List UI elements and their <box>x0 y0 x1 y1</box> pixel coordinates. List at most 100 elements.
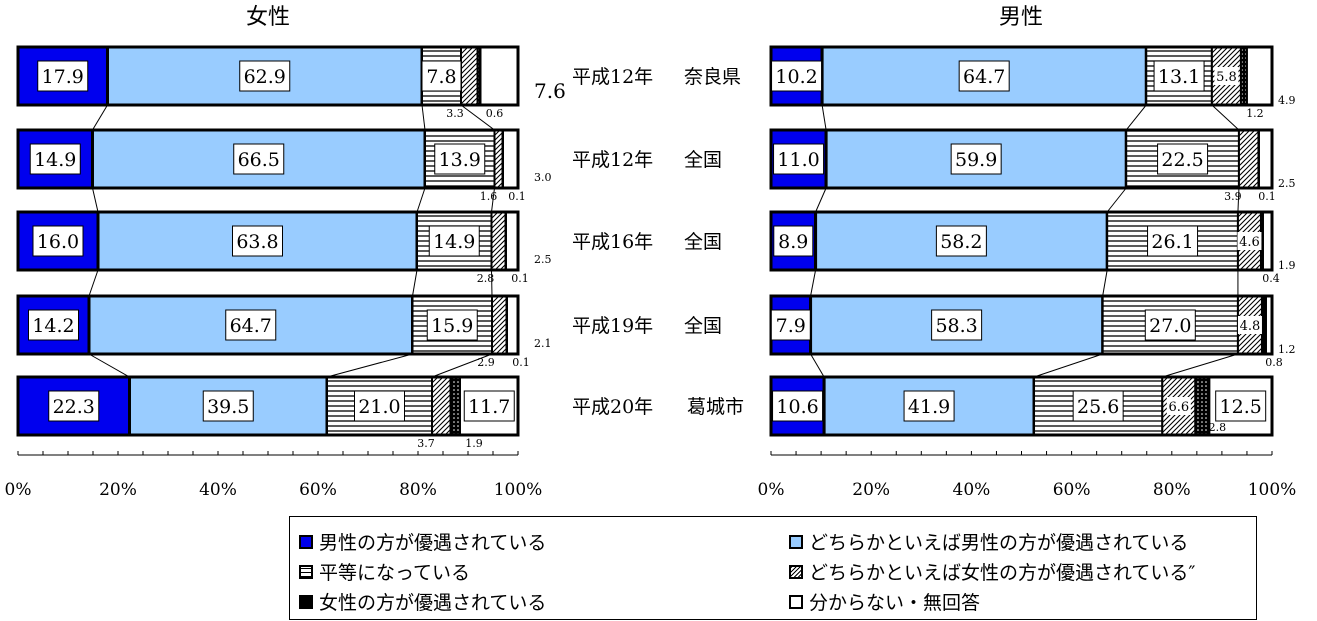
category-region-label: 全国 <box>684 315 722 337</box>
data-label: 6.6 <box>1168 400 1189 415</box>
bar-segment <box>490 211 507 271</box>
bar-frame <box>16 45 520 107</box>
connector-line <box>88 353 130 378</box>
bar-segment <box>479 46 520 106</box>
connector-line <box>412 269 418 297</box>
data-label-small: 4.9 <box>1278 94 1296 107</box>
connector-line <box>491 187 495 213</box>
data-label-box <box>28 309 79 341</box>
bar-segment <box>460 46 479 106</box>
legend: 男性の方が優遇されている どちらかといえば男性の方が優遇されている 平等になって… <box>289 516 1257 620</box>
bar-segment <box>491 295 508 355</box>
legend-label: 平等になっている <box>319 562 471 584</box>
data-label: 16.0 <box>37 231 79 253</box>
data-label: 62.9 <box>244 66 286 88</box>
data-label-box <box>32 225 84 257</box>
data-label: 25.6 <box>1077 396 1119 418</box>
data-label: 10.2 <box>775 66 817 88</box>
bar-segment <box>493 129 504 189</box>
chart-title: 女性 <box>246 5 290 30</box>
data-label-small: 0.8 <box>1265 356 1283 369</box>
data-label-small: 3.9 <box>1224 190 1242 203</box>
category-region-label: 全国 <box>684 149 722 171</box>
connector-line <box>821 104 827 131</box>
connector-line <box>1125 104 1147 131</box>
legend-item-female-rather: どちらかといえば女性の方が優遇されている″ <box>789 558 1196 585</box>
x-tick-label: 80% <box>1153 480 1191 500</box>
connector-line <box>431 353 493 378</box>
x-tick-label: 20% <box>99 480 137 500</box>
data-label-small: 3.0 <box>534 171 552 184</box>
data-label-box <box>354 390 405 422</box>
data-label: 22.5 <box>1161 149 1203 171</box>
data-label-small: 2.1 <box>534 337 552 350</box>
data-label-box <box>29 143 81 175</box>
data-label: 11.7 <box>468 396 510 418</box>
data-label: 17.9 <box>42 66 84 88</box>
data-label-small: 2.8 <box>477 272 495 285</box>
data-label: 10.6 <box>776 396 818 418</box>
data-label-box <box>428 225 480 257</box>
connector-line <box>416 187 426 213</box>
data-label: 7.8 <box>426 66 456 88</box>
data-label: 15.9 <box>431 315 473 337</box>
connector-line <box>1211 104 1240 131</box>
data-label-small: 2.5 <box>534 253 552 266</box>
legend-item-female: 女性の方が優遇されている <box>299 588 546 615</box>
chart-svg: 女性 17.9 62.9 7.8 3.3 0.6 7.6 14.9 66.5 13.9 1.6 0.1… <box>5 5 1297 500</box>
data-label-box <box>931 309 983 341</box>
female-panel: 女性 17.9 62.9 7.8 3.3 0.6 7.6 14.9 66.5 13.9 1.6 0.1… <box>5 5 566 500</box>
data-label-box <box>771 60 823 92</box>
data-label: 27.0 <box>1149 315 1191 337</box>
data-label-small: 7.6 <box>534 79 566 103</box>
data-label: 22.3 <box>53 396 95 418</box>
data-label: 5.8 <box>1216 70 1237 85</box>
data-label-box <box>426 309 478 341</box>
connector-line <box>421 104 426 131</box>
data-label-box <box>1144 309 1196 341</box>
data-label-box <box>1072 390 1124 422</box>
data-label: 63.8 <box>236 231 278 253</box>
data-label-small: 1.9 <box>465 437 483 450</box>
legend-swatch-equal <box>299 564 313 579</box>
bar-frame <box>16 210 520 272</box>
data-label: 58.2 <box>940 231 982 253</box>
connector-line <box>1033 353 1103 378</box>
data-label-box <box>935 225 987 257</box>
legend-swatch-unknown <box>789 594 803 609</box>
data-label-small: 3.3 <box>446 107 464 120</box>
data-label-box <box>48 390 100 422</box>
legend-label: 分からない・無回答 <box>809 592 981 614</box>
bar-frame <box>769 45 1274 107</box>
legend-swatch-female <box>299 594 313 609</box>
data-label-box <box>37 60 89 92</box>
data-label: 7.9 <box>776 315 806 337</box>
bar-segment <box>449 376 461 436</box>
data-label: 4.8 <box>1240 319 1261 334</box>
connector-line <box>1106 187 1127 213</box>
connector-line <box>1237 187 1240 213</box>
x-tick-label: 40% <box>953 480 991 500</box>
data-label-box <box>950 143 1002 175</box>
data-label-box <box>1157 143 1209 175</box>
data-label: 13.1 <box>1158 66 1200 88</box>
category-region-label: 全国 <box>684 231 722 253</box>
data-label: 66.5 <box>238 149 280 171</box>
x-tick-label: 0% <box>5 480 32 500</box>
connector-line <box>491 269 493 297</box>
connector-line <box>92 104 108 131</box>
data-label-box <box>421 60 462 92</box>
bar-frame <box>16 375 520 437</box>
data-label: 11.0 <box>777 149 819 171</box>
data-label-box <box>232 225 283 257</box>
data-label: 64.7 <box>230 315 272 337</box>
data-label-small: 0.6 <box>486 107 504 120</box>
data-label-box <box>958 60 1010 92</box>
data-label-box <box>434 143 486 175</box>
data-label-box <box>772 390 824 422</box>
data-label: 21.0 <box>358 396 400 418</box>
data-label-box <box>1237 232 1262 250</box>
data-label: 59.9 <box>955 149 997 171</box>
x-tick-label: 20% <box>852 480 890 500</box>
